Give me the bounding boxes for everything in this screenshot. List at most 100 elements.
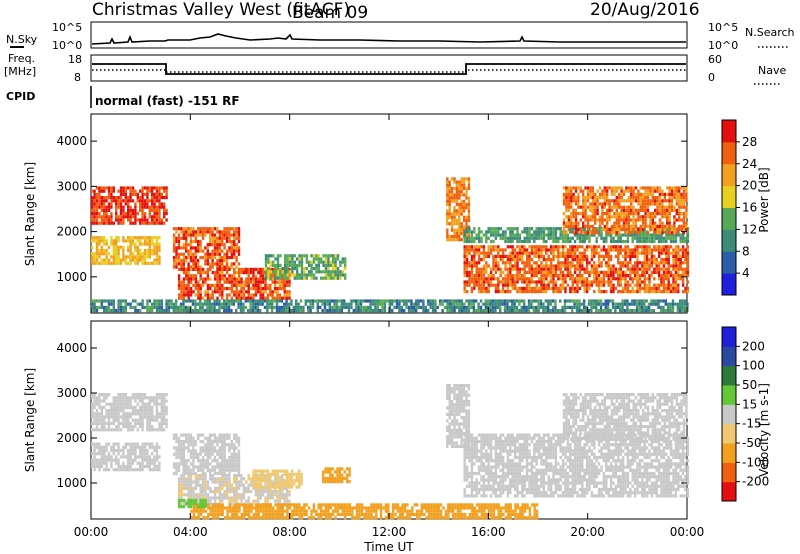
- power-cell: [562, 231, 566, 235]
- velocity-cell: [100, 421, 103, 425]
- power-cell: [197, 262, 200, 266]
- power-cell: [155, 255, 159, 259]
- power-cell: [506, 280, 510, 284]
- power-cell: [148, 212, 151, 216]
- power-cell: [513, 286, 517, 290]
- power-cell: [185, 239, 188, 244]
- power-cell: [564, 236, 567, 240]
- power-cell: [465, 309, 468, 313]
- power-cell: [675, 186, 678, 190]
- power-cell: [448, 212, 451, 216]
- velocity-cell: [151, 396, 154, 400]
- power-cell: [608, 215, 611, 219]
- power-cell: [199, 277, 202, 281]
- power-cell: [516, 230, 519, 234]
- power-cell: [552, 274, 555, 278]
- power-cell: [151, 205, 154, 209]
- power-cell: [187, 305, 190, 309]
- power-cell: [613, 224, 616, 228]
- power-cell: [627, 228, 630, 232]
- power-cell: [612, 245, 615, 249]
- power-cell: [618, 224, 621, 228]
- power-cell: [545, 233, 548, 237]
- power-cell: [196, 309, 199, 313]
- power-cell: [274, 276, 277, 280]
- power-cell: [590, 283, 594, 287]
- power-cell: [227, 309, 231, 313]
- power-cell: [332, 270, 335, 274]
- power-cell: [225, 259, 229, 263]
- power-cell: [584, 215, 587, 219]
- power-cell: [547, 248, 550, 252]
- power-cell: [129, 242, 132, 246]
- power-cell: [530, 245, 534, 249]
- power-cell: [462, 186, 466, 191]
- power-cell: [615, 221, 618, 225]
- power-cell: [477, 261, 481, 265]
- power-cell: [206, 290, 210, 294]
- power-cell: [565, 199, 568, 203]
- velocity-cell: [151, 418, 154, 422]
- power-cell: [638, 261, 642, 265]
- power-cell: [650, 302, 653, 306]
- power-cell: [540, 264, 543, 268]
- power-cell: [668, 218, 671, 222]
- power-cell: [322, 276, 325, 280]
- power-cell: [450, 193, 454, 197]
- power-cell: [613, 186, 616, 190]
- power-cell: [591, 192, 594, 196]
- power-cell: [107, 218, 111, 222]
- power-cell: [651, 186, 654, 190]
- power-cell: [343, 299, 346, 303]
- power-cell: [91, 199, 94, 203]
- power-cell: [194, 274, 198, 278]
- power-cell: [160, 202, 163, 206]
- power-cell: [189, 287, 193, 291]
- power-cell: [595, 302, 598, 306]
- power-cell: [528, 267, 531, 271]
- power-cell: [561, 254, 565, 258]
- power-cell: [209, 252, 212, 256]
- power-cell: [230, 233, 233, 237]
- power-cell: [561, 233, 565, 237]
- power-cell: [578, 305, 581, 309]
- power-cell: [618, 196, 621, 200]
- power-cell: [578, 261, 582, 265]
- power-cell: [254, 305, 257, 309]
- power-cell: [136, 239, 139, 243]
- power-cell: [211, 233, 214, 237]
- power-cell: [93, 192, 96, 196]
- power-cell: [665, 283, 668, 287]
- power-cell: [649, 192, 652, 196]
- power-cell: [249, 267, 253, 271]
- power-cell: [271, 267, 274, 271]
- power-cell: [585, 309, 588, 313]
- power-cell: [653, 261, 656, 265]
- power-cell: [379, 299, 382, 303]
- velocity-cell: [172, 462, 176, 466]
- power-cell: [315, 270, 318, 274]
- power-cell: [256, 299, 259, 303]
- power-cell: [233, 249, 236, 253]
- power-cell: [187, 293, 190, 297]
- power-cell: [632, 218, 635, 222]
- power-cell: [666, 215, 669, 219]
- power-cell: [197, 249, 200, 253]
- power-cell: [552, 267, 555, 271]
- power-cell: [632, 215, 635, 219]
- power-cell: [587, 299, 591, 303]
- power-cell: [117, 248, 120, 253]
- power-cell: [189, 293, 193, 297]
- power-cell: [552, 286, 555, 290]
- power-cell: [429, 305, 432, 309]
- power-cell: [566, 274, 570, 278]
- power-cell: [506, 254, 510, 258]
- power-cell: [151, 305, 154, 309]
- velocity-cell: [122, 418, 125, 422]
- power-cell: [632, 228, 635, 232]
- power-cell: [355, 302, 358, 306]
- velocity-cell: [160, 418, 163, 422]
- power-cell: [597, 254, 601, 258]
- power-cell: [597, 283, 601, 287]
- power-cell: [540, 245, 543, 249]
